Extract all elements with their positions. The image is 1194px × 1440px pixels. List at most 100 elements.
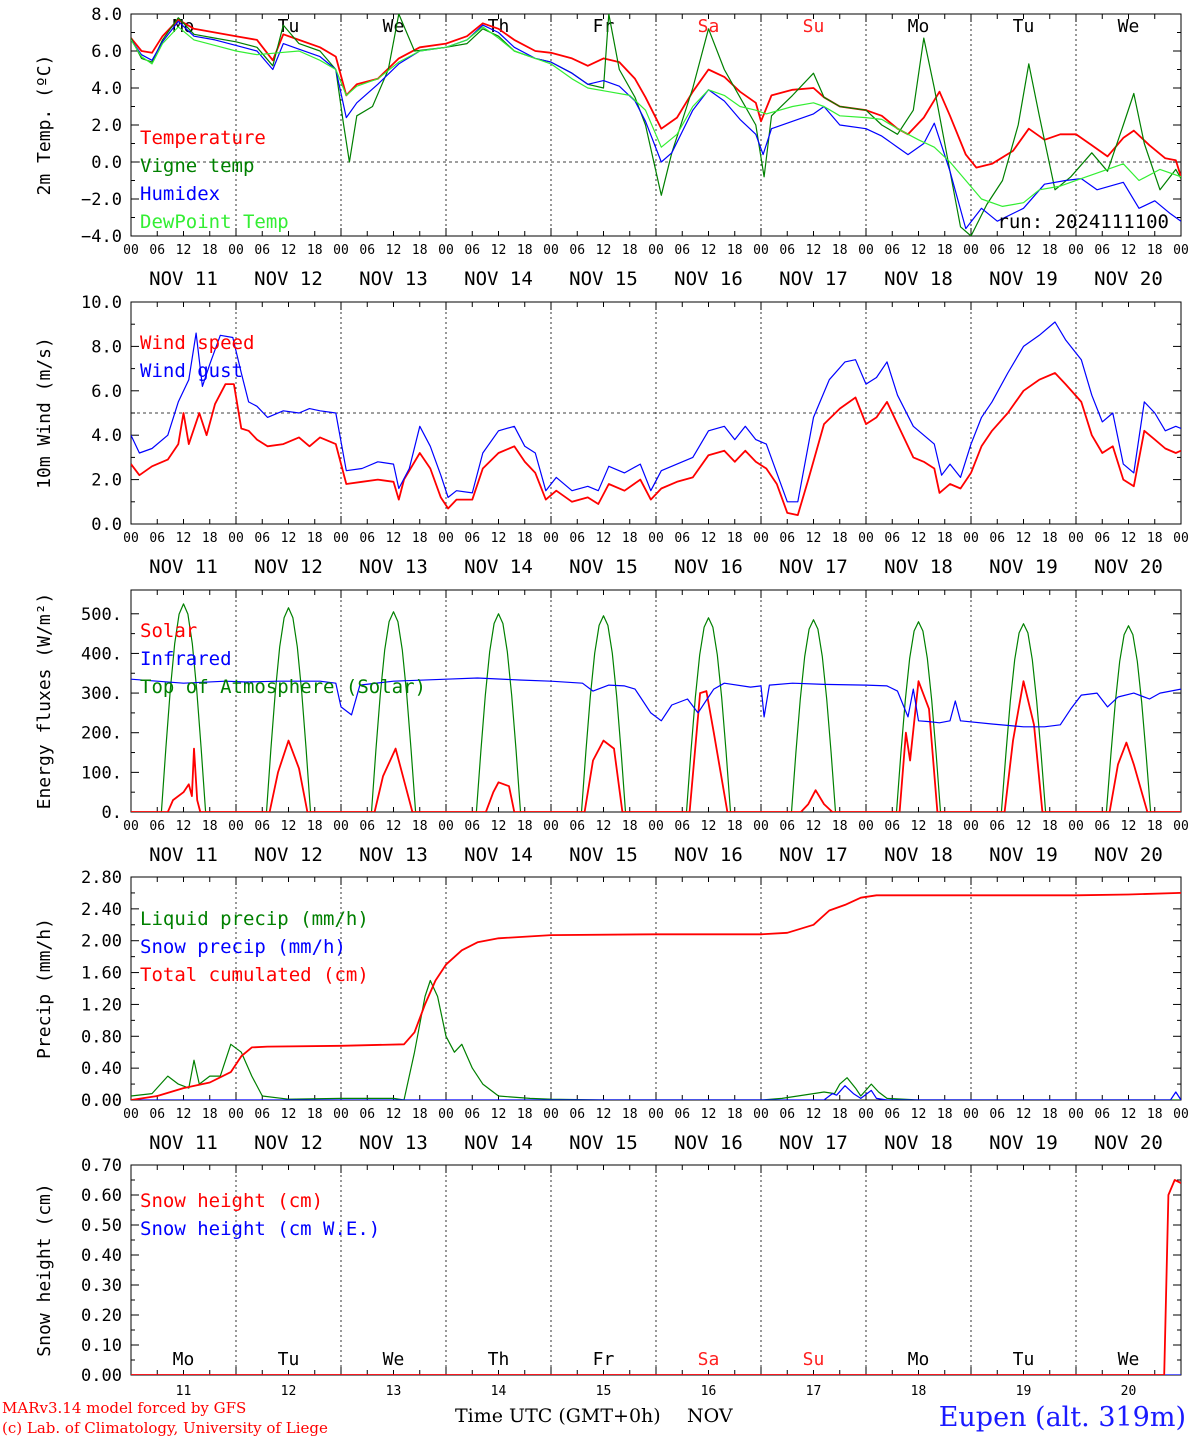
x-hour-label: 12	[596, 1107, 612, 1122]
series-line-snow-height-cm-	[131, 1179, 1181, 1375]
x-hour-label: 00	[333, 1107, 349, 1122]
x-date-label: NOV 11	[149, 1132, 218, 1154]
y-tick-label: 8.0	[91, 337, 122, 357]
x-hour-label: 18	[1147, 819, 1163, 834]
weekday-label: Mo	[173, 1349, 195, 1370]
x-hour-label: 06	[884, 1107, 900, 1122]
run-label: run: 2024111100	[997, 211, 1169, 233]
x-date-label: NOV 19	[989, 556, 1058, 578]
y-tick-label: 0.60	[81, 1186, 122, 1206]
legend-entry: Liquid precip (mm/h)	[140, 908, 369, 930]
y-tick-label: 1.60	[81, 964, 122, 984]
x-hour-label: 06	[254, 531, 270, 546]
x-hour-label: 18	[307, 1107, 323, 1122]
x-hour-label: 06	[674, 243, 690, 258]
x-hour-label: 00	[753, 819, 769, 834]
x-hour-label: 00	[228, 531, 244, 546]
y-tick-label: 2.0	[91, 116, 122, 136]
x-hour-label: 18	[307, 531, 323, 546]
series-line-vigne-temp	[131, 14, 1181, 236]
x-hour-label: 06	[254, 243, 270, 258]
x-hour-label: 18	[832, 1107, 848, 1122]
x-hour-label: 00	[333, 819, 349, 834]
y-axis-title: 2m Temp. (ºC)	[34, 55, 55, 196]
plot-area	[131, 321, 1181, 516]
y-tick-label: 2.80	[81, 868, 122, 888]
series-line-temperature	[131, 18, 1181, 178]
y-tick-label: 0.	[102, 803, 122, 823]
x-hour-label: 00	[858, 243, 874, 258]
x-date-label: NOV 15	[569, 1132, 638, 1154]
plot-area	[131, 892, 1181, 1100]
x-date-label: NOV 15	[569, 844, 638, 866]
weekday-label: Fr	[593, 16, 615, 37]
x-hour-label: 12	[1121, 1107, 1137, 1122]
legend-entry: Snow height (cm)	[140, 1190, 323, 1212]
x-date-label: NOV 20	[1094, 844, 1163, 866]
x-hour-label: 18	[727, 531, 743, 546]
x-hour-label: 00	[438, 1107, 454, 1122]
x-hour-label: 18	[622, 243, 638, 258]
x-hour-label: 06	[569, 243, 585, 258]
x-hour-label: 00	[543, 531, 559, 546]
y-axis-title: Energy fluxes (W/m²)	[34, 593, 55, 810]
x-hour-label: 06	[989, 531, 1005, 546]
x-hour-label: 00	[333, 243, 349, 258]
y-tick-label: 0.10	[81, 1336, 122, 1356]
x-hour-label: 00	[123, 1107, 139, 1122]
x-hour-label: 12	[596, 531, 612, 546]
legend-entry: Wind gust	[140, 360, 243, 382]
x-hour-label: 12	[1121, 243, 1137, 258]
legend-entry: Infrared	[140, 648, 232, 670]
x-date-label: NOV 15	[569, 268, 638, 290]
x-hour-label: 00	[228, 243, 244, 258]
x-date-label: NOV 13	[359, 844, 428, 866]
x-date-label: NOV 12	[254, 1132, 323, 1154]
x-hour-label: 00	[753, 1107, 769, 1122]
x-hour-label: 06	[149, 531, 165, 546]
panel-temp: 8.0 6.0 4.0 2.0 0.0 −2.0 −4.0 2m Temp. (ºC) 00 06…	[34, 5, 1189, 290]
x-hour-label: 00	[1068, 243, 1084, 258]
x-hour-label: 06	[464, 243, 480, 258]
weekday-label: Su	[803, 16, 825, 37]
x-hour-label: 18	[1042, 819, 1058, 834]
x-hour-label: 18	[412, 531, 428, 546]
legend-entry: Wind speed	[140, 332, 254, 354]
x-hour-label: 12	[281, 531, 297, 546]
x-date-label: NOV 19	[989, 1132, 1058, 1154]
x-hour-label: 12	[911, 531, 927, 546]
x-hour-label: 18	[1147, 1107, 1163, 1122]
y-tick-label: 0.20	[81, 1306, 122, 1326]
weekday-label: Tu	[1013, 16, 1035, 37]
y-tick-label: 6.0	[91, 42, 122, 62]
x-date-label: NOV 17	[779, 268, 848, 290]
day-number-label: 18	[911, 1384, 927, 1399]
x-hour-label: 18	[1042, 1107, 1058, 1122]
x-date-label: NOV 17	[779, 556, 848, 578]
x-hour-label: 18	[622, 531, 638, 546]
x-hour-label: 00	[648, 531, 664, 546]
x-date-label: NOV 12	[254, 556, 323, 578]
day-number-label: 16	[701, 1384, 717, 1399]
x-hour-label: 00	[963, 243, 979, 258]
x-date-label: NOV 16	[674, 844, 743, 866]
x-hour-label: 12	[491, 1107, 507, 1122]
weekday-label: Sa	[698, 1349, 720, 1370]
x-hour-label: 06	[779, 531, 795, 546]
x-hour-label: 18	[1042, 243, 1058, 258]
x-hour-label: 12	[386, 1107, 402, 1122]
x-hour-label: 06	[674, 1107, 690, 1122]
x-hour-label: 06	[884, 243, 900, 258]
x-hour-label: 18	[832, 243, 848, 258]
x-hour-label: 12	[1121, 819, 1137, 834]
x-hour-label: 12	[491, 531, 507, 546]
day-number-label: 15	[596, 1384, 612, 1399]
y-tick-label: 300.	[81, 684, 122, 704]
x-hour-label: 06	[989, 243, 1005, 258]
x-date-label: NOV 17	[779, 844, 848, 866]
series-line-solar	[131, 680, 1181, 812]
x-hour-label: 00	[123, 819, 139, 834]
panel-energy: 500. 400. 300. 200. 100. 0. Energy fluxes (W/m…	[34, 589, 1189, 866]
x-date-label: NOV 11	[149, 844, 218, 866]
